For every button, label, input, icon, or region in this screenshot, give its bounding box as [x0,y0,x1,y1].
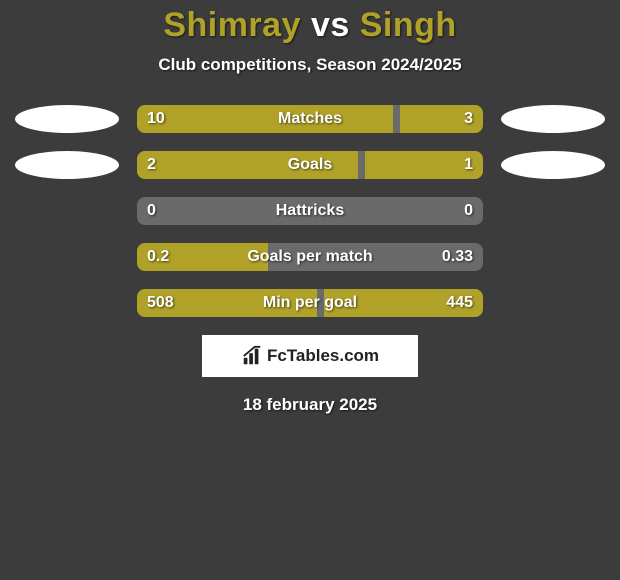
title-player1: Shimray [163,6,301,44]
stat-value-right: 445 [446,289,473,317]
stat-rows: Matches10 3 Goals2 1 Hattricks0 0 Goals per ma… [0,105,620,317]
stat-value-left: 508 [147,289,174,317]
stat-bar-label: Min per goal [137,289,483,317]
stat-row: Goals per match0.2 0.33 [0,243,620,271]
date-text: 18 february 2025 [0,395,620,415]
stat-bar: Goals per match0.2 0.33 [137,243,483,271]
right-badge-ellipse [501,151,605,179]
stat-value-right: 0.33 [442,243,473,271]
page-title: Shimray vs Singh [0,6,620,45]
stat-value-left: 2 [147,151,156,179]
right-badge-placeholder [501,243,605,271]
bar-chart-icon [241,345,263,367]
left-badge-ellipse [15,105,119,133]
right-badge-placeholder [501,289,605,317]
left-badge-ellipse [15,151,119,179]
right-badge-placeholder [501,197,605,225]
stat-row: Goals2 1 [0,151,620,179]
branding-badge: FcTables.com [202,335,418,377]
stat-bar-label: Goals per match [137,243,483,271]
stat-row: Min per goal508 445 [0,289,620,317]
subtitle: Club competitions, Season 2024/2025 [0,55,620,75]
stat-bar: Min per goal508 445 [137,289,483,317]
branding-text: FcTables.com [267,346,379,366]
right-badge-ellipse [501,105,605,133]
title-vs: vs [311,6,350,44]
left-badge-placeholder [15,197,119,225]
stat-value-right: 0 [464,197,473,225]
stat-bar: Matches10 3 [137,105,483,133]
left-badge-placeholder [15,243,119,271]
title-player2: Singh [360,6,457,44]
stat-value-left: 0 [147,197,156,225]
stat-row: Hattricks0 0 [0,197,620,225]
stat-bar: Goals2 1 [137,151,483,179]
stat-bar-label: Hattricks [137,197,483,225]
stat-bar-label: Goals [137,151,483,179]
comparison-infographic: Shimray vs Singh Club competitions, Seas… [0,0,620,580]
stat-bar: Hattricks0 0 [137,197,483,225]
left-badge-placeholder [15,289,119,317]
stat-bar-label: Matches [137,105,483,133]
stat-value-right: 1 [464,151,473,179]
stat-value-left: 10 [147,105,165,133]
stat-value-left: 0.2 [147,243,169,271]
stat-row: Matches10 3 [0,105,620,133]
stat-value-right: 3 [464,105,473,133]
